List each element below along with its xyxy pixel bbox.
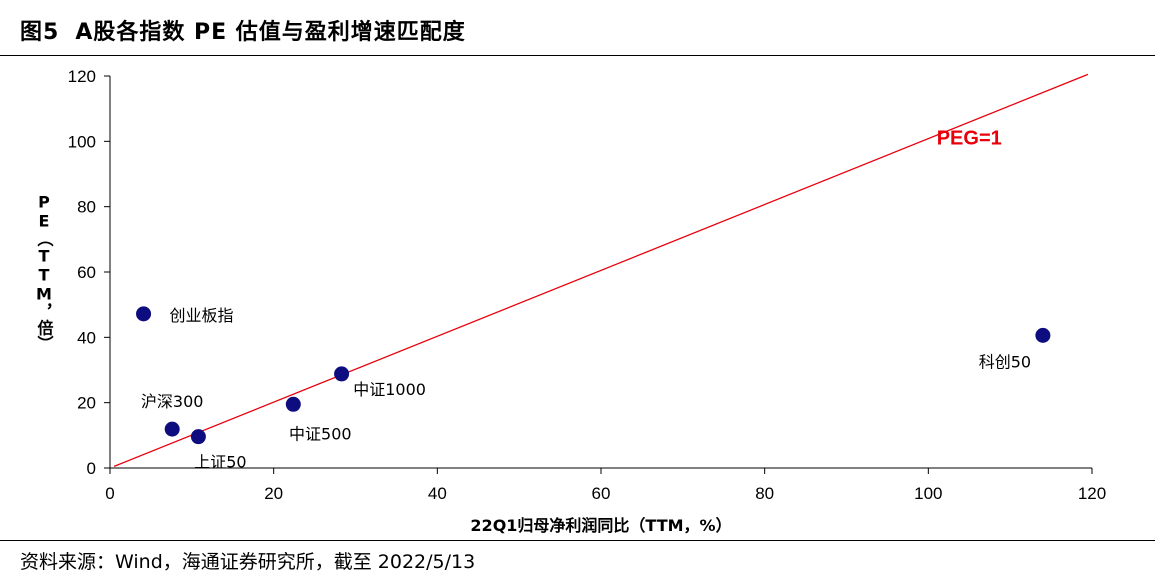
reference-line-group: PEG=1 [113, 73, 1089, 467]
data-point-label: 中证1000 [353, 380, 426, 399]
data-point [334, 366, 350, 382]
y-tick-label: 40 [77, 328, 96, 347]
y-tick-label: 60 [77, 263, 96, 282]
data-point [136, 306, 152, 322]
data-point-label: 上证50 [194, 453, 246, 472]
data-point [164, 421, 180, 437]
data-point-label: 科创50 [979, 352, 1031, 371]
x-tick-label: 40 [428, 484, 447, 503]
figure-title: 图5 A股各指数 PE 估值与盈利增速匹配度 [20, 14, 466, 46]
chart-axes: 0 20 40 60 80 100 120 0 20 40 60 80 100 120 22Q1归母净利润同… [35, 67, 1107, 535]
figure-number: 图5 [20, 20, 60, 45]
y-tick-label: 0 [87, 459, 96, 478]
y-axis-title: PE（TTM，倍） [35, 193, 54, 352]
x-tick-label: 100 [914, 484, 942, 503]
peg-reference-line [113, 73, 1089, 467]
data-points-group [136, 306, 1051, 445]
peg-line-label: PEG=1 [937, 128, 1002, 150]
figure-title-text: A股各指数 PE 估值与盈利增速匹配度 [75, 20, 466, 45]
x-axis-title: 22Q1归母净利润同比（TTM，%） [470, 516, 731, 535]
scatter-chart: 0 20 40 60 80 100 120 0 20 40 60 80 100 120 22Q1归母净利润同… [35, 67, 1107, 535]
y-tick-label: 100 [68, 132, 96, 151]
x-tick-label: 60 [592, 484, 611, 503]
x-tick-label: 20 [264, 484, 283, 503]
data-point-label: 中证500 [289, 424, 352, 443]
data-point [285, 396, 301, 412]
x-tick-label: 120 [1078, 484, 1106, 503]
y-tick-label: 20 [77, 394, 96, 413]
source-note: 资料来源：Wind，海通证券研究所，截至 2022/5/13 [20, 551, 476, 573]
y-tick-label: 120 [68, 67, 96, 86]
data-point [190, 429, 206, 445]
data-point-label: 沪深300 [141, 392, 204, 411]
data-point [1035, 327, 1051, 343]
x-tick-label: 0 [105, 484, 114, 503]
source-bar: 资料来源：Wind，海通证券研究所，截至 2022/5/13 [0, 540, 1155, 576]
figure-title-bar: 图5 A股各指数 PE 估值与盈利增速匹配度 [0, 0, 1155, 56]
data-point-label: 创业板指 [170, 306, 234, 325]
x-tick-label: 80 [755, 484, 774, 503]
y-tick-label: 80 [77, 198, 96, 217]
